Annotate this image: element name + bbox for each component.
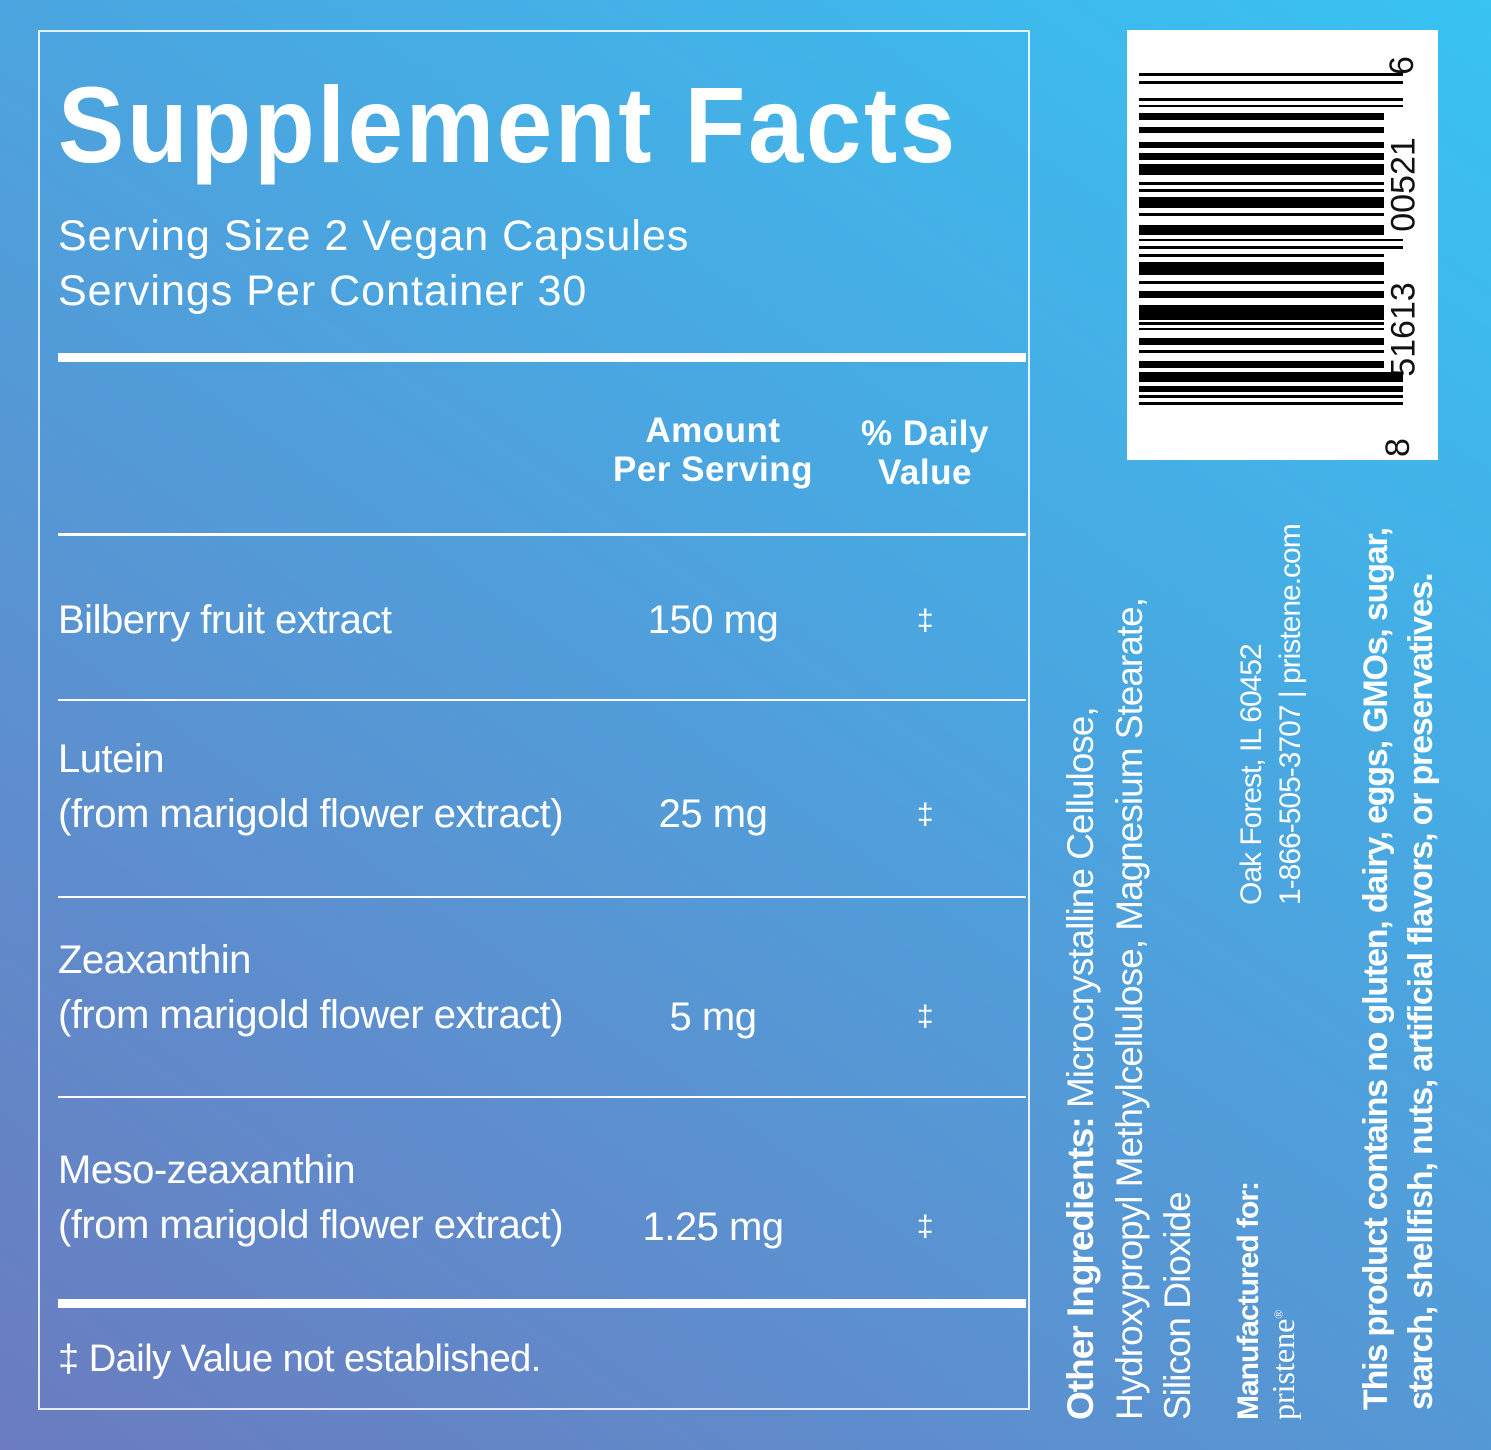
header-divider (58, 533, 1026, 536)
barcode-bar (1139, 73, 1403, 76)
barcode-bar (1139, 98, 1403, 101)
footnote: ‡ Daily Value not established. (58, 1338, 541, 1380)
row-divider (58, 896, 1026, 898)
address: Oak Forest, IL 60452 (1235, 644, 1268, 905)
dv-header-line1: % Daily (861, 414, 989, 453)
barcode-bar (1139, 239, 1403, 241)
row-amount: 25 mg (658, 792, 768, 836)
row-dv: ‡ (916, 604, 934, 637)
servings-per-container: Servings Per Container 30 (58, 267, 588, 315)
barcode-bar (1139, 328, 1384, 330)
barcode-digit: 8 (1378, 438, 1417, 457)
panel-title: Supplement Facts (58, 64, 958, 185)
row-name: Zeaxanthin (58, 938, 251, 982)
registered-mark: ® (1271, 1309, 1286, 1319)
amount-header-line2: Per Serving (612, 450, 814, 489)
dv-header-line2: Value (878, 453, 972, 492)
serving-size: Serving Size 2 Vegan Capsules (58, 212, 690, 260)
barcode-bar (1139, 291, 1384, 298)
brand-logo: pristene® (1265, 1310, 1302, 1420)
row-source: (from marigold flower extract) (58, 1203, 564, 1247)
row-dv: ‡ (916, 798, 934, 831)
brand-name: pristene (1265, 1318, 1301, 1420)
other-ingredients-line2: Hydroxypropyl Methylcellulose, Magnesium… (1109, 598, 1150, 1420)
thick-divider (58, 1299, 1026, 1308)
barcode-bar (1139, 127, 1384, 133)
daily-value-header: % Daily Value (845, 414, 1005, 492)
barcode-digits: 00521 (1384, 137, 1423, 232)
side-info: Other Ingredients: Microcrystalline Cell… (1052, 430, 1442, 1420)
barcode-bar (1139, 113, 1384, 120)
barcode-bar (1139, 395, 1403, 398)
barcode-bar (1139, 386, 1403, 392)
barcode-bar (1139, 189, 1384, 192)
barcode-bar (1139, 262, 1384, 275)
row-dv: ‡ (916, 1000, 934, 1033)
manufactured-for-label: Manufactured for: (1232, 1182, 1265, 1420)
thick-divider (58, 353, 1026, 362)
barcode-bar (1139, 254, 1384, 257)
row-dv: ‡ (916, 1210, 934, 1243)
row-amount: 150 mg (647, 598, 779, 642)
amount-header-line1: Amount (645, 411, 781, 450)
row-divider (58, 699, 1026, 701)
barcode-bar (1139, 81, 1403, 84)
barcode-bar (1139, 142, 1384, 148)
other-ingredients-label: Other Ingredients: (1060, 1117, 1101, 1420)
barcode: 8 51613 00521 6 (1127, 30, 1438, 460)
barcode-bar (1139, 225, 1384, 235)
barcode-bar (1139, 361, 1384, 368)
row-name: Meso-zeaxanthin (58, 1148, 356, 1192)
barcode-bar (1139, 246, 1403, 249)
barcode-bar (1139, 197, 1384, 208)
allergen-line1: This product contains no gluten, dairy, … (1357, 528, 1395, 1410)
barcode-bar (1139, 338, 1384, 345)
other-ingredients-text: Microcrystalline Cellulose, (1060, 707, 1101, 1118)
barcode-bar (1139, 322, 1384, 325)
barcode-bar (1139, 372, 1403, 382)
row-amount: 1.25 mg (642, 1205, 784, 1249)
contact: 1-866-505-3707 | pristene.com (1274, 524, 1307, 905)
barcode-bar (1139, 182, 1384, 185)
other-ingredients-line1: Other Ingredients: Microcrystalline Cell… (1060, 707, 1102, 1420)
barcode-bar (1139, 105, 1403, 107)
row-divider (58, 1096, 1026, 1098)
barcode-bar (1139, 402, 1403, 405)
row-source: (from marigold flower extract) (58, 993, 564, 1037)
row-amount: 5 mg (669, 995, 757, 1039)
barcode-bar (1139, 213, 1384, 216)
barcode-bar (1139, 305, 1384, 320)
supplement-facts-panel (38, 30, 1030, 1410)
row-name: Bilberry fruit extract (58, 598, 392, 642)
barcode-bar (1139, 281, 1384, 284)
row-name: Lutein (58, 737, 164, 781)
other-ingredients-line3: Silicon Dioxide (1157, 1192, 1198, 1420)
barcode-bar (1139, 164, 1384, 175)
allergen-line2: starch, shellfish, nuts, artificial flav… (1402, 573, 1440, 1410)
barcode-bar (1139, 350, 1384, 353)
barcode-digits: 51613 (1384, 282, 1423, 377)
row-source: (from marigold flower extract) (58, 792, 564, 836)
barcode-bar (1139, 153, 1384, 160)
amount-header: Amount Per Serving (600, 411, 826, 489)
